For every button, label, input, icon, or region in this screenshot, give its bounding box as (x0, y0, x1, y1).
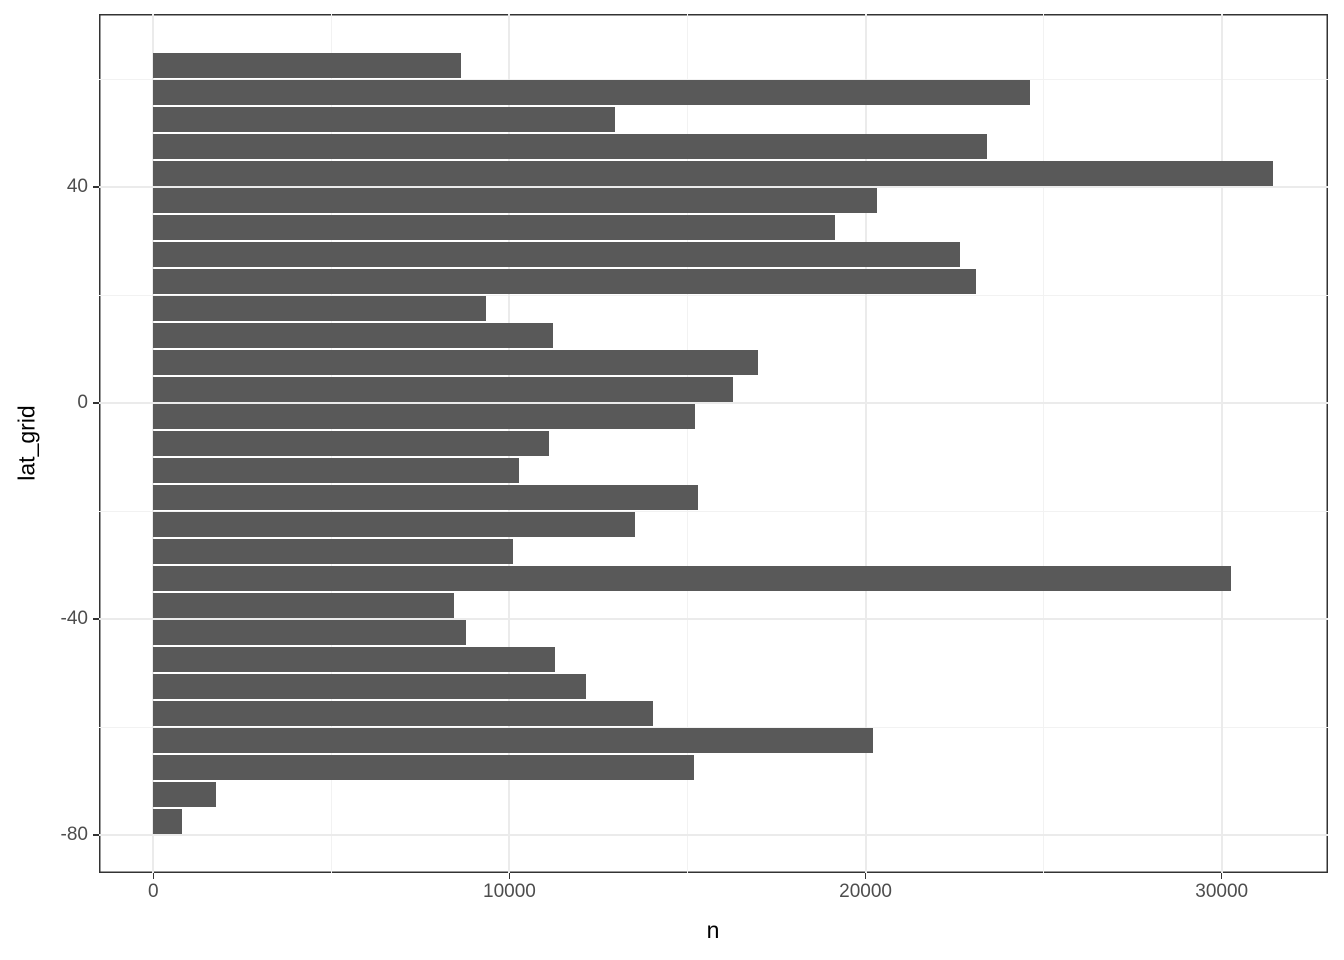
bar (153, 593, 454, 618)
bar (153, 269, 976, 294)
y-tick-mark (92, 618, 99, 620)
bar (153, 755, 695, 780)
x-tick-label: 30000 (1195, 881, 1249, 902)
plot-panel (99, 14, 1328, 873)
bar (153, 647, 555, 672)
vertical-gridline-major (864, 14, 867, 873)
bar (153, 485, 698, 510)
horizontal-gridline-minor (99, 294, 1328, 296)
vertical-gridline-minor (1043, 14, 1045, 873)
bar (153, 404, 696, 429)
horizontal-gridline-minor (99, 510, 1328, 512)
horizontal-gridline-major (99, 618, 1328, 620)
y-axis-title: lat_grid (13, 405, 40, 481)
bar (153, 215, 836, 240)
horizontal-gridline-minor (99, 726, 1328, 728)
bar (153, 296, 486, 321)
y-tick-mark (92, 834, 99, 836)
bar (153, 107, 616, 132)
x-axis-title: n (706, 917, 720, 943)
bar (153, 431, 550, 456)
bar (153, 539, 513, 564)
bar (153, 161, 1274, 186)
bar (153, 134, 988, 159)
x-tick-mark (864, 873, 867, 879)
horizontal-gridline-major (99, 834, 1328, 836)
bar (153, 728, 873, 753)
y-tick-label: 0 (77, 392, 88, 413)
x-tick-mark (1220, 873, 1223, 879)
bar (153, 80, 1031, 105)
bar (153, 674, 586, 699)
horizontal-gridline-major (99, 186, 1328, 188)
bar (153, 53, 461, 78)
bar (153, 620, 466, 645)
bar (153, 782, 216, 807)
x-tick-label: 0 (148, 881, 159, 902)
y-tick-mark (92, 402, 99, 404)
y-tick-label: 40 (66, 176, 88, 197)
bar (153, 512, 636, 537)
y-tick-mark (92, 186, 99, 188)
x-tick-label: 20000 (839, 881, 892, 902)
bar (153, 188, 877, 213)
bar (153, 701, 653, 726)
x-tick-label: 10000 (483, 881, 536, 902)
x-tick-mark (152, 873, 155, 879)
bar (153, 809, 182, 834)
y-tick-label: -80 (60, 824, 88, 845)
vertical-gridline-minor (686, 14, 688, 873)
bar (153, 458, 520, 483)
horizontal-gridline-major (99, 402, 1328, 404)
bar (153, 242, 960, 267)
bar (153, 323, 554, 348)
y-tick-label: -40 (60, 608, 88, 629)
x-tick-mark (508, 873, 511, 879)
bar (153, 350, 759, 375)
horizontal-gridline-minor (99, 78, 1328, 80)
bar (153, 377, 734, 402)
bar (153, 566, 1231, 591)
vertical-gridline-major (1220, 14, 1223, 873)
